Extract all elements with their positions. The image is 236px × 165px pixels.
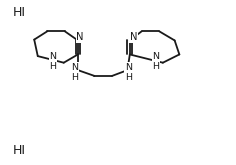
Text: N
H: N H: [125, 63, 132, 82]
Text: N: N: [130, 32, 137, 42]
Text: N: N: [76, 32, 84, 42]
Text: N
H: N H: [50, 52, 57, 71]
Text: N
H: N H: [71, 63, 78, 82]
Text: HI: HI: [13, 6, 26, 19]
Text: HI: HI: [13, 145, 26, 157]
Text: N
H: N H: [152, 52, 159, 71]
